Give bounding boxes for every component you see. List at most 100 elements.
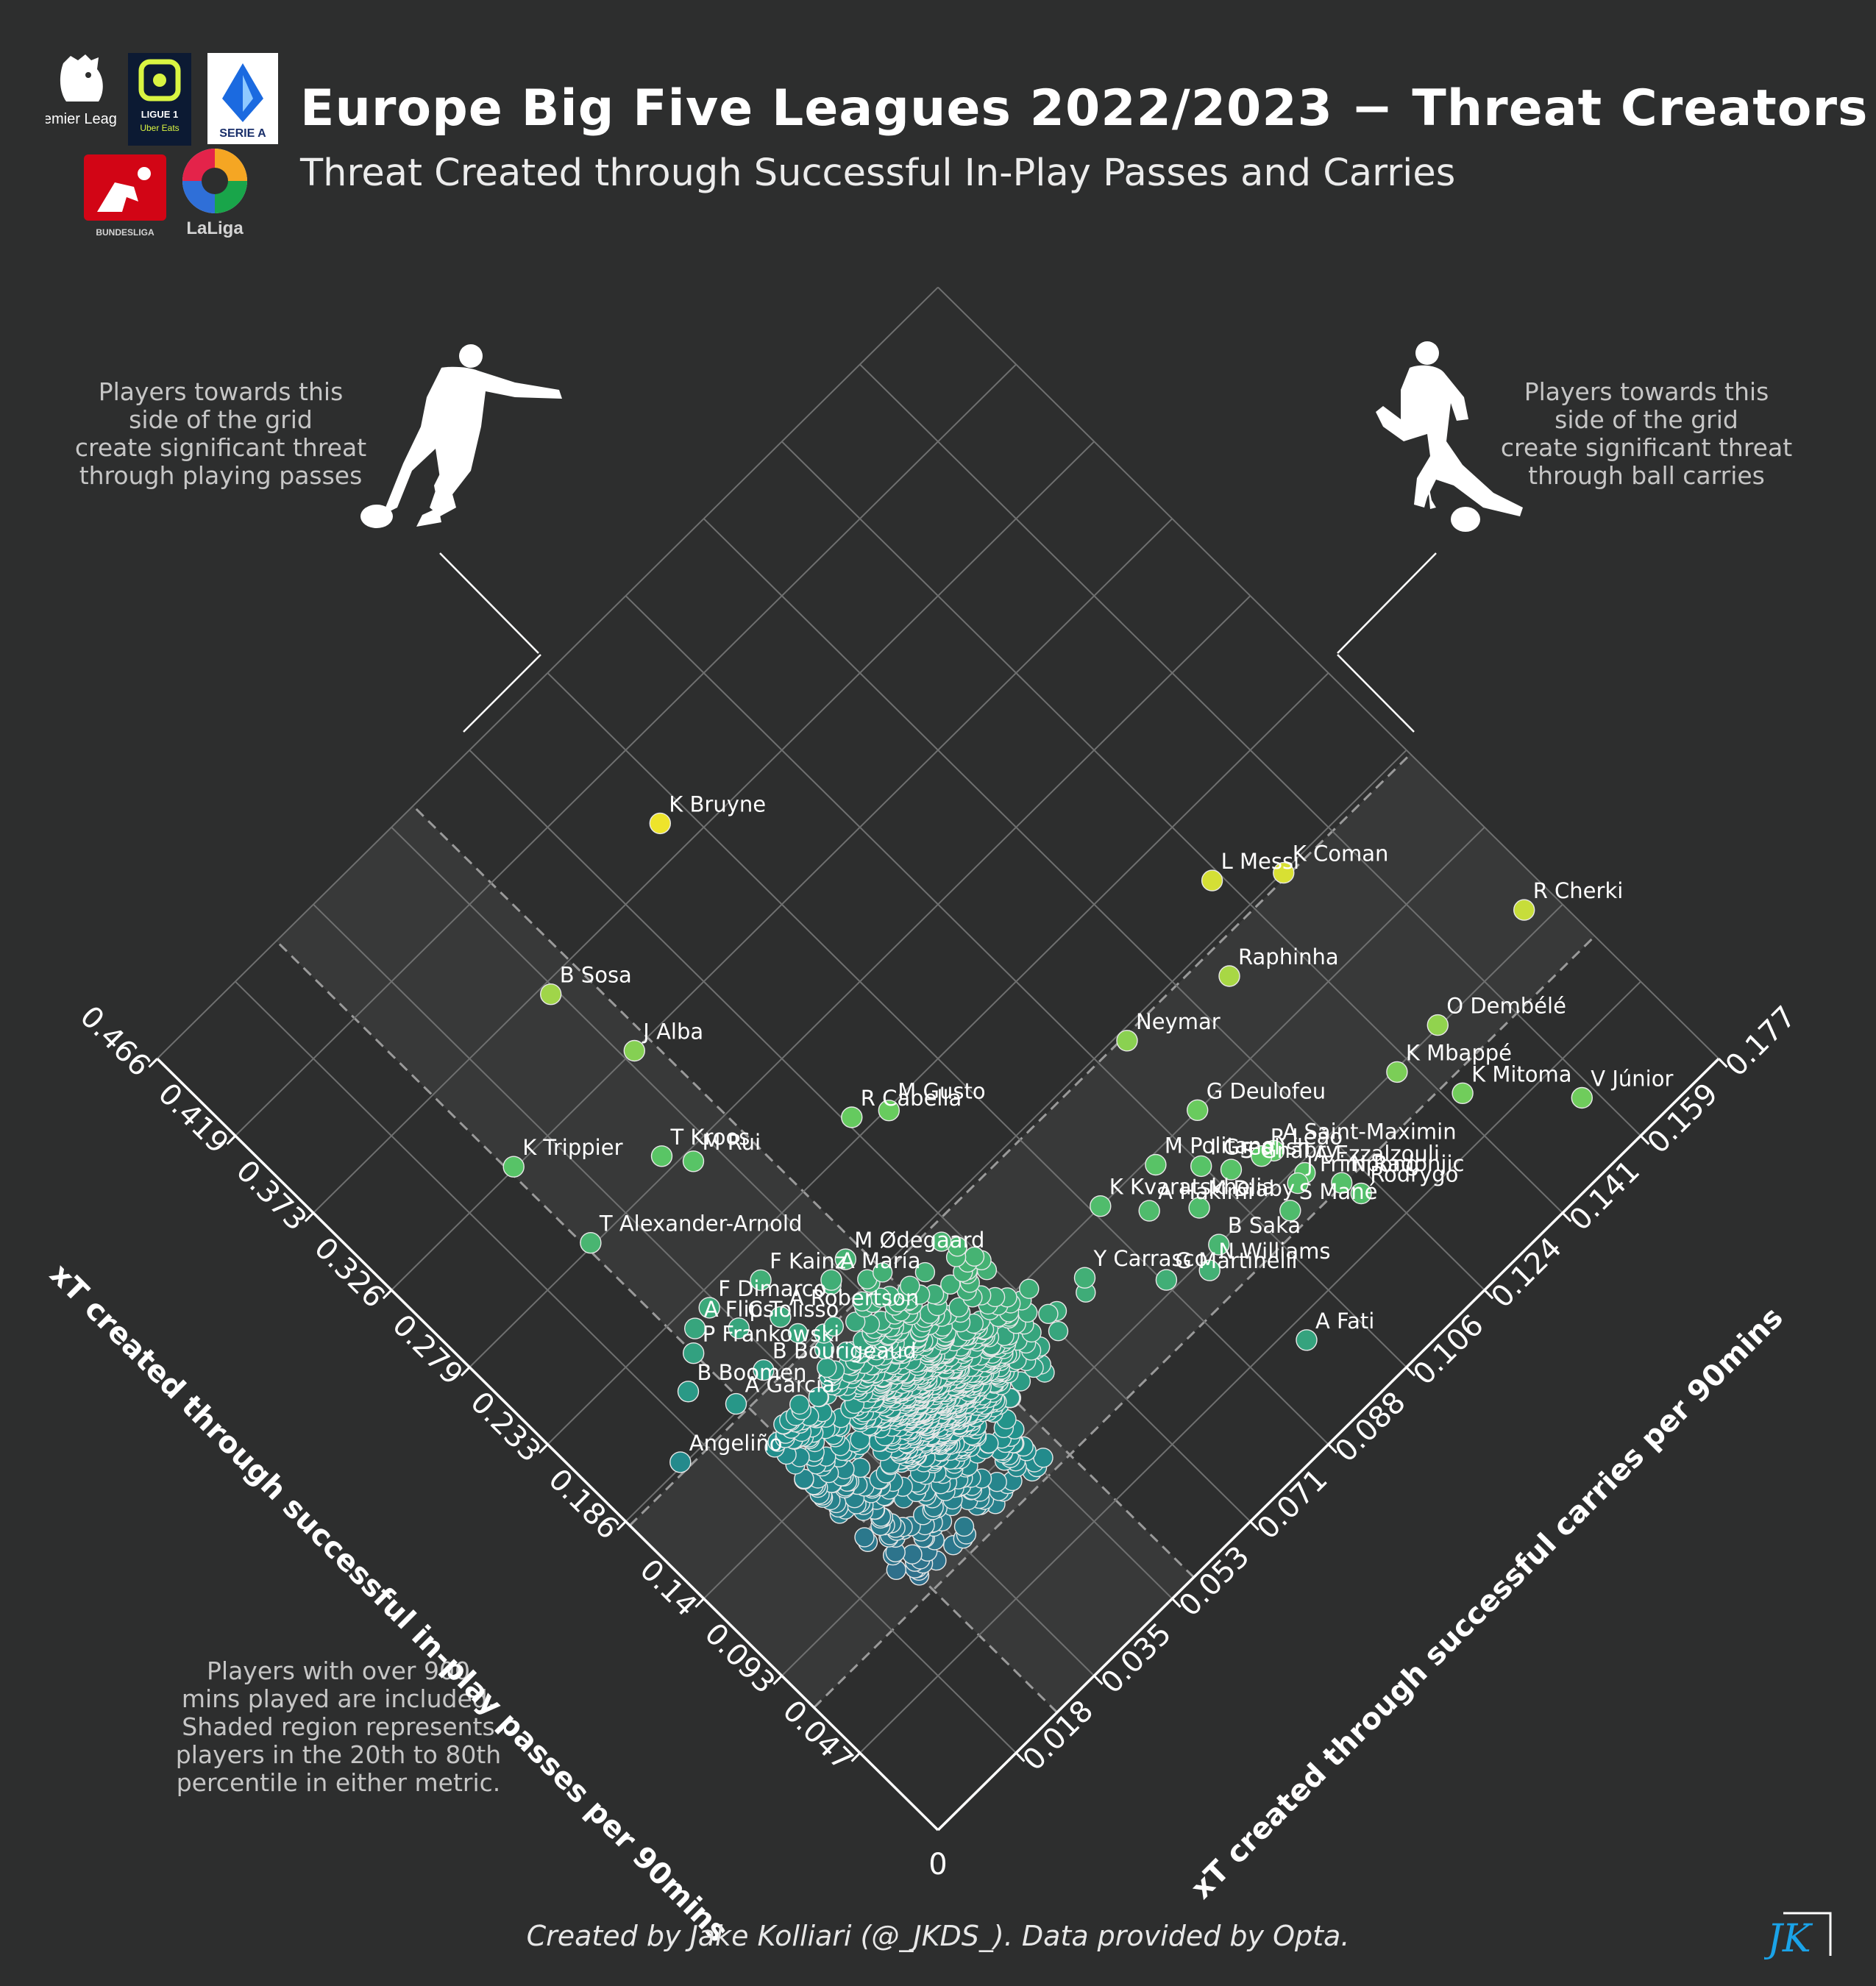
labeled-player-point — [580, 1231, 602, 1254]
laliga-logo: LaLiga — [178, 144, 252, 238]
player-name-label: M Politano — [1165, 1133, 1275, 1158]
passes-tick-label: 0.233 — [463, 1385, 547, 1469]
labeled-player-point — [1145, 1153, 1167, 1176]
player-name-label: K Bruyne — [669, 791, 766, 816]
laliga-text: LaLiga — [186, 218, 244, 238]
player-point — [789, 1394, 810, 1415]
player-name-label: A García — [745, 1373, 835, 1398]
player-point — [852, 1291, 873, 1312]
carries-tick-mark — [1093, 1675, 1104, 1685]
labeled-player-point — [623, 1039, 645, 1062]
passer-silhouette-icon — [360, 344, 562, 528]
labeled-player-point — [1513, 899, 1535, 921]
labeled-player-point — [684, 1317, 706, 1339]
player-point — [787, 1323, 809, 1344]
labeled-player-point — [649, 812, 671, 835]
player-point — [836, 1341, 857, 1362]
labeled-player-point — [1073, 1267, 1096, 1289]
labeled-player-point — [1208, 1234, 1230, 1256]
player-name-label: A Flips — [704, 1297, 774, 1322]
chart-title: Europe Big Five Leagues 2022/2023 − Thre… — [300, 79, 1869, 138]
chart-subtitle: Threat Created through Successful In-Pla… — [300, 152, 1456, 195]
player-name-label: G Martinelli — [1175, 1248, 1297, 1273]
player-point — [931, 1231, 952, 1252]
carries-tick-label: 0.088 — [1329, 1385, 1413, 1469]
labeled-player-point — [1201, 869, 1223, 891]
labeled-player-point — [650, 1145, 673, 1167]
player-name-label: A Ezzalzouli — [1314, 1142, 1440, 1167]
labeled-player-point — [878, 1099, 900, 1122]
player-name-label: K Coman — [1293, 841, 1389, 866]
player-point — [1038, 1303, 1059, 1325]
passes-tick-mark — [772, 1675, 783, 1685]
bundesliga-logo: BUNDESLIGA — [82, 153, 169, 238]
carries-tick-mark — [1171, 1598, 1182, 1608]
player-name-label: B Bourigeaud — [772, 1339, 917, 1364]
inclusion-note: Players with over 900 mins played are in… — [175, 1656, 502, 1797]
player-name-label: N Radonjic — [1351, 1151, 1465, 1176]
ligue1-text: LIGUE 1 — [141, 109, 179, 120]
labeled-player-point — [1251, 1145, 1273, 1167]
labeled-player-point — [750, 1269, 772, 1292]
player-name-label: K Kvaratskhelia — [1109, 1175, 1275, 1200]
labeled-player-point — [1186, 1099, 1209, 1122]
player-point — [948, 1297, 969, 1318]
labeled-player-point — [1155, 1269, 1178, 1291]
passes-tick-label: 0.373 — [230, 1154, 313, 1238]
labeled-player-point — [1571, 1086, 1593, 1109]
player-name-label: T Alexander-Arnold — [599, 1211, 802, 1236]
player-point — [1019, 1278, 1040, 1299]
labeled-player-point — [841, 1106, 863, 1128]
player-name-label: R Cabella — [861, 1086, 962, 1111]
labeled-player-point — [820, 1269, 842, 1291]
grid-line-carries-10 — [937, 286, 1719, 1059]
player-name-label: A Robertson — [789, 1286, 919, 1311]
player-name-label: S Mané — [1299, 1179, 1378, 1204]
player-name-label: R Leão — [1271, 1125, 1343, 1150]
labeled-player-point — [834, 1248, 857, 1270]
carries-tick-label: 0.124 — [1485, 1231, 1568, 1315]
passes-tick-mark — [460, 1366, 471, 1377]
player-name-label: P Frankowski — [703, 1322, 840, 1347]
labeled-player-point — [677, 1381, 700, 1403]
player-name-label: M Gusto — [898, 1079, 985, 1104]
player-name-label: Rodrygo — [1370, 1162, 1458, 1187]
jk-text: JK — [1764, 1917, 1813, 1960]
grid-line-carries-9 — [859, 363, 1641, 1136]
player-point — [854, 1527, 875, 1548]
labeled-player-point — [683, 1342, 705, 1364]
player-name-label: Neymar — [1136, 1009, 1221, 1034]
grid-line-passes-10 — [157, 286, 939, 1059]
player-name-label: I Grealish — [1210, 1134, 1311, 1159]
player-name-label: O Dembélé — [1446, 994, 1566, 1019]
player-name-label: A Hakimi — [1158, 1179, 1254, 1204]
pointer-line-3 — [1337, 654, 1415, 733]
player-point — [902, 1544, 923, 1565]
player-name-label: B Sosa — [560, 963, 632, 988]
passes-tick-mark — [694, 1598, 705, 1608]
player-points — [502, 812, 1593, 1586]
passes-side-note: Players towards this side of the grid cr… — [74, 377, 367, 490]
labeled-player-point — [1426, 1014, 1449, 1036]
player-point — [845, 1311, 866, 1332]
labeled-player-point — [1220, 1158, 1243, 1181]
player-name-label: L Messi — [1221, 849, 1300, 874]
premier-league-text: Premier League — [46, 111, 116, 127]
passes-tick-label: 0.466 — [74, 1000, 157, 1083]
grid-line-passes-8 — [313, 441, 1095, 1214]
labeled-player-point — [1190, 1155, 1212, 1178]
passes-tick-mark — [539, 1443, 549, 1454]
passes-tick-mark — [226, 1135, 236, 1145]
labeled-player-point — [770, 1306, 792, 1328]
dribbler-silhouette-icon — [1376, 341, 1523, 532]
carries-tick-label: 0.106 — [1407, 1309, 1491, 1392]
player-name-label: V Júnior — [1591, 1067, 1673, 1092]
labeled-player-point — [1350, 1182, 1372, 1205]
grid-line-carries-7 — [703, 518, 1485, 1291]
player-name-label: G Deulofeu — [1207, 1078, 1326, 1103]
labeled-player-point — [1188, 1197, 1210, 1219]
player-name-label: A María — [840, 1248, 921, 1273]
labeled-player-point — [1218, 965, 1240, 987]
labeled-player-point — [698, 1297, 720, 1319]
labeled-player-point — [1386, 1061, 1408, 1083]
